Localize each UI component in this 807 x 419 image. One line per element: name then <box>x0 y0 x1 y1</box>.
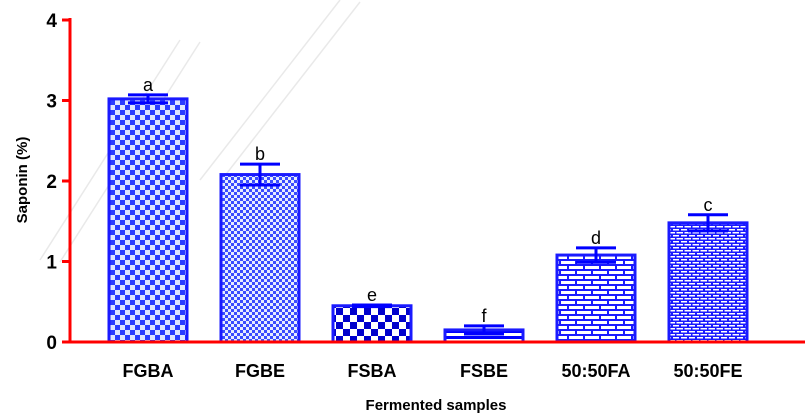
significance-letter: a <box>143 75 154 95</box>
significance-letters-layer: a b e f d c <box>143 75 713 326</box>
y-tick-label: 4 <box>46 11 57 32</box>
error-bars-layer <box>128 93 728 336</box>
y-tick-label: 1 <box>46 253 57 274</box>
bar-5050fe <box>667 221 749 344</box>
x-tick-label: 50:50FE <box>673 361 742 381</box>
significance-letter: e <box>367 285 377 305</box>
y-ticks-layer: 0 1 2 3 4 <box>46 11 70 354</box>
significance-letter: f <box>481 306 487 326</box>
significance-letter: d <box>591 228 601 248</box>
x-tick-label: 50:50FA <box>561 361 630 381</box>
y-tick-label: 0 <box>46 333 57 354</box>
significance-letter: b <box>255 144 265 164</box>
x-labels-layer: FGBA FGBE FSBA FSBE 50:50FA 50:50FE <box>123 361 743 381</box>
bar-fsba <box>331 304 413 344</box>
bar-fgba <box>107 97 189 344</box>
bar-fgbe <box>219 173 301 344</box>
x-tick-label: FSBE <box>460 361 508 381</box>
x-tick-label: FGBE <box>235 361 285 381</box>
x-tick-label: FGBA <box>123 361 174 381</box>
y-tick-label: 2 <box>46 172 57 193</box>
y-tick-label: 3 <box>46 92 57 113</box>
bar-5050fa <box>555 253 637 344</box>
watermark-strokes <box>39 0 361 263</box>
x-axis-title: Fermented samples <box>366 397 507 414</box>
bars-layer <box>107 97 749 344</box>
x-tick-label: FSBA <box>348 361 397 381</box>
y-axis-title: Saponin (%) <box>14 137 31 224</box>
significance-letter: c <box>704 195 713 215</box>
